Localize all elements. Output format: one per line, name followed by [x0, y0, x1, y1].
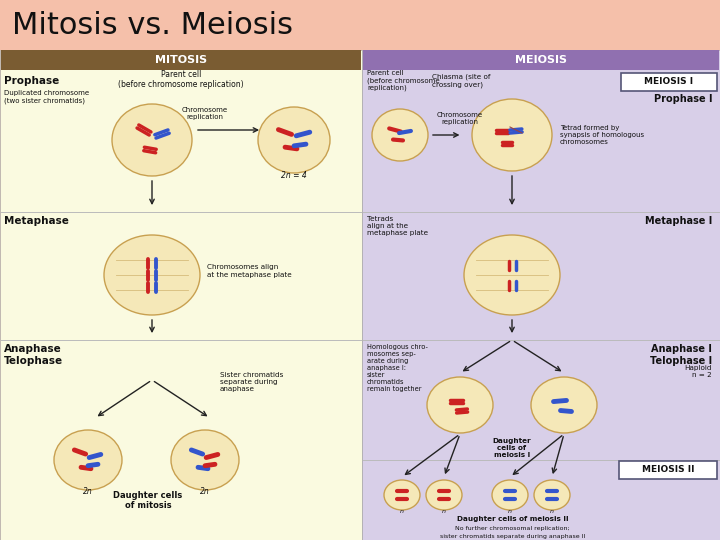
Ellipse shape — [534, 480, 570, 510]
Bar — [1, 50, 361, 70]
Bar — [362, 50, 720, 540]
Ellipse shape — [171, 430, 239, 490]
Text: Prophase I: Prophase I — [654, 94, 712, 104]
Ellipse shape — [531, 377, 597, 433]
Text: Anaphase
Telophase: Anaphase Telophase — [4, 344, 63, 366]
Ellipse shape — [384, 480, 420, 510]
Bar — [363, 50, 719, 70]
Text: Parent cell
(before chromosome replication): Parent cell (before chromosome replicati… — [118, 70, 244, 90]
Bar — [0, 0, 720, 50]
Text: n: n — [442, 509, 446, 514]
Text: MITOSIS: MITOSIS — [155, 55, 207, 65]
Ellipse shape — [104, 235, 200, 315]
Text: Chiasma (site of
crossing over): Chiasma (site of crossing over) — [432, 74, 490, 88]
Text: n: n — [508, 509, 512, 514]
Ellipse shape — [472, 99, 552, 171]
Text: n: n — [400, 509, 404, 514]
Text: Metaphase I: Metaphase I — [644, 216, 712, 226]
Text: Anaphase I
Telophase I: Anaphase I Telophase I — [650, 344, 712, 366]
Text: n: n — [550, 509, 554, 514]
Ellipse shape — [372, 109, 428, 161]
Text: sister chromatids separate during anaphase II: sister chromatids separate during anapha… — [440, 534, 585, 539]
FancyBboxPatch shape — [619, 461, 717, 479]
Text: 2n = 4: 2n = 4 — [281, 171, 307, 180]
Text: Metaphase: Metaphase — [4, 216, 69, 226]
Text: Tetrads
align at the
metaphase plate: Tetrads align at the metaphase plate — [367, 216, 428, 236]
Ellipse shape — [54, 430, 122, 490]
Ellipse shape — [258, 107, 330, 173]
Text: Sister chromatids
separate during
anaphase: Sister chromatids separate during anapha… — [220, 372, 284, 392]
Text: Chromosomes align
at the metaphase plate: Chromosomes align at the metaphase plate — [207, 265, 292, 278]
Ellipse shape — [426, 480, 462, 510]
Ellipse shape — [112, 104, 192, 176]
Text: Mitosis vs. Meiosis: Mitosis vs. Meiosis — [12, 10, 293, 39]
Text: Chromosome
replication: Chromosome replication — [182, 107, 228, 120]
Text: Homologous chro-
mosomes sep-
arate during
anaphase I:
sister
chromatids
remain : Homologous chro- mosomes sep- arate duri… — [367, 344, 428, 392]
Text: MEIOSIS I: MEIOSIS I — [644, 78, 693, 86]
Text: 2n: 2n — [200, 487, 210, 496]
Text: Duplicated chromosome
(two sister chromatids): Duplicated chromosome (two sister chroma… — [4, 90, 89, 104]
Text: Tetrad formed by
synapsis of homologous
chromosomes: Tetrad formed by synapsis of homologous … — [560, 125, 644, 145]
Text: MEIOSIS II: MEIOSIS II — [642, 465, 694, 475]
Ellipse shape — [492, 480, 528, 510]
Text: Parent cell
(before chromosome
replication): Parent cell (before chromosome replicati… — [367, 70, 440, 91]
FancyBboxPatch shape — [621, 73, 717, 91]
Text: Prophase: Prophase — [4, 76, 59, 86]
Text: No further chromosomal replication;: No further chromosomal replication; — [455, 526, 570, 531]
Text: Daughter cells of meiosis II: Daughter cells of meiosis II — [456, 516, 568, 522]
Text: Daughter
cells of
meiosis I: Daughter cells of meiosis I — [492, 438, 531, 458]
Text: MEIOSIS: MEIOSIS — [515, 55, 567, 65]
Ellipse shape — [464, 235, 560, 315]
Text: Chromosome
replication: Chromosome replication — [437, 112, 483, 125]
Text: 2n: 2n — [83, 487, 93, 496]
Ellipse shape — [427, 377, 493, 433]
Text: Daughter cells
of mitosis: Daughter cells of mitosis — [113, 491, 183, 510]
Bar — [0, 50, 362, 540]
Text: Haploid
n = 2: Haploid n = 2 — [685, 365, 712, 378]
